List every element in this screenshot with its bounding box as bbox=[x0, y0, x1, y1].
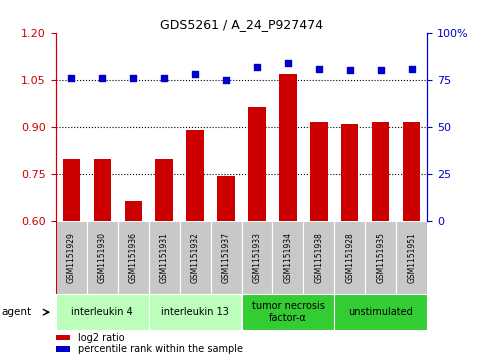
Text: GSM1151936: GSM1151936 bbox=[128, 232, 138, 283]
Bar bbox=[149, 221, 180, 294]
Bar bbox=[62, 159, 80, 221]
Bar bbox=[372, 122, 389, 221]
Text: interleukin 13: interleukin 13 bbox=[161, 307, 229, 317]
Bar bbox=[341, 124, 358, 221]
Point bbox=[98, 75, 106, 81]
Point bbox=[67, 75, 75, 81]
Text: GSM1151930: GSM1151930 bbox=[98, 232, 107, 283]
Text: GSM1151934: GSM1151934 bbox=[284, 232, 293, 283]
Text: tumor necrosis
factor-α: tumor necrosis factor-α bbox=[252, 301, 325, 323]
Text: GSM1151951: GSM1151951 bbox=[408, 232, 416, 283]
Title: GDS5261 / A_24_P927474: GDS5261 / A_24_P927474 bbox=[160, 19, 323, 32]
Bar bbox=[303, 221, 334, 294]
Bar bbox=[311, 122, 327, 221]
Bar bbox=[217, 176, 235, 221]
Bar bbox=[334, 221, 366, 294]
Bar bbox=[56, 335, 71, 340]
Bar bbox=[242, 294, 334, 330]
Point bbox=[191, 71, 199, 77]
Point bbox=[129, 75, 137, 81]
Bar bbox=[397, 221, 427, 294]
Point bbox=[253, 64, 261, 70]
Bar bbox=[403, 122, 421, 221]
Text: GSM1151928: GSM1151928 bbox=[345, 232, 355, 283]
Bar bbox=[186, 130, 203, 221]
Point bbox=[284, 60, 292, 66]
Text: GSM1151935: GSM1151935 bbox=[376, 232, 385, 283]
Point bbox=[408, 66, 416, 72]
Bar bbox=[280, 74, 297, 221]
Text: log2 ratio: log2 ratio bbox=[78, 333, 125, 343]
Text: interleukin 4: interleukin 4 bbox=[71, 307, 133, 317]
Text: GSM1151932: GSM1151932 bbox=[190, 232, 199, 283]
Bar bbox=[211, 221, 242, 294]
Text: GSM1151929: GSM1151929 bbox=[67, 232, 75, 283]
Text: unstimulated: unstimulated bbox=[349, 307, 413, 317]
Text: percentile rank within the sample: percentile rank within the sample bbox=[78, 344, 243, 354]
Bar bbox=[56, 294, 149, 330]
Bar bbox=[56, 221, 86, 294]
Point bbox=[222, 77, 230, 83]
Bar bbox=[180, 221, 211, 294]
Point bbox=[377, 68, 385, 73]
Text: GSM1151933: GSM1151933 bbox=[253, 232, 261, 283]
Bar bbox=[125, 201, 142, 221]
Bar bbox=[94, 159, 111, 221]
Bar bbox=[366, 221, 397, 294]
Point bbox=[315, 66, 323, 72]
Point bbox=[160, 75, 168, 81]
Bar bbox=[334, 294, 427, 330]
Text: GSM1151937: GSM1151937 bbox=[222, 232, 230, 283]
Bar bbox=[272, 221, 303, 294]
Bar bbox=[56, 346, 71, 352]
Bar bbox=[242, 221, 272, 294]
Bar bbox=[149, 294, 242, 330]
Text: GSM1151931: GSM1151931 bbox=[159, 232, 169, 283]
Text: agent: agent bbox=[1, 307, 31, 317]
Bar bbox=[248, 107, 266, 221]
Bar bbox=[86, 221, 117, 294]
Point bbox=[346, 68, 354, 73]
Bar bbox=[117, 221, 149, 294]
Text: GSM1151938: GSM1151938 bbox=[314, 232, 324, 283]
Bar bbox=[156, 159, 172, 221]
